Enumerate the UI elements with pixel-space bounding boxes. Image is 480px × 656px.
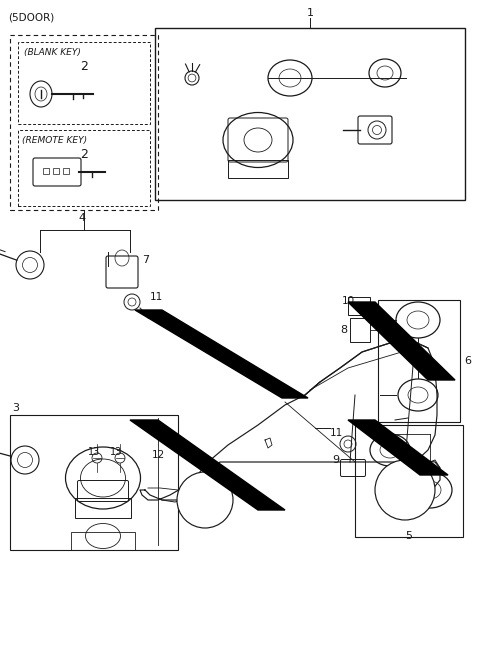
Bar: [155, 28, 465, 200]
Text: 11: 11: [330, 428, 343, 438]
Bar: [53, 168, 59, 174]
Bar: [348, 297, 370, 315]
Bar: [75, 498, 131, 518]
Bar: [63, 168, 69, 174]
Bar: [355, 425, 463, 537]
Bar: [71, 532, 135, 550]
Polygon shape: [348, 302, 455, 380]
Text: 2: 2: [80, 60, 88, 73]
Text: 4: 4: [78, 213, 85, 223]
Bar: [10, 415, 178, 550]
Bar: [378, 300, 460, 422]
Bar: [18, 42, 150, 124]
Text: 2: 2: [80, 148, 88, 161]
Text: 6: 6: [464, 356, 471, 366]
Bar: [43, 168, 49, 174]
Text: (REMOTE KEY): (REMOTE KEY): [22, 136, 87, 145]
Text: 13: 13: [88, 447, 100, 457]
Polygon shape: [348, 420, 448, 475]
Polygon shape: [130, 420, 285, 510]
Text: 12: 12: [152, 450, 165, 460]
Text: 7: 7: [142, 255, 149, 265]
Polygon shape: [135, 310, 308, 398]
Text: 9: 9: [332, 455, 339, 465]
Bar: [10, 35, 158, 210]
Text: 5: 5: [406, 531, 412, 541]
Circle shape: [375, 460, 435, 520]
Text: (5DOOR): (5DOOR): [8, 12, 54, 22]
Text: (BLANK KEY): (BLANK KEY): [24, 48, 81, 57]
Circle shape: [177, 472, 233, 528]
Bar: [18, 130, 150, 206]
Text: 11: 11: [150, 292, 163, 302]
Text: 13: 13: [110, 447, 122, 457]
Text: 10: 10: [342, 296, 355, 306]
Bar: [228, 160, 288, 178]
Text: 1: 1: [307, 8, 313, 18]
Text: 3: 3: [12, 403, 19, 413]
Text: 8: 8: [340, 325, 347, 335]
Bar: [350, 318, 370, 342]
